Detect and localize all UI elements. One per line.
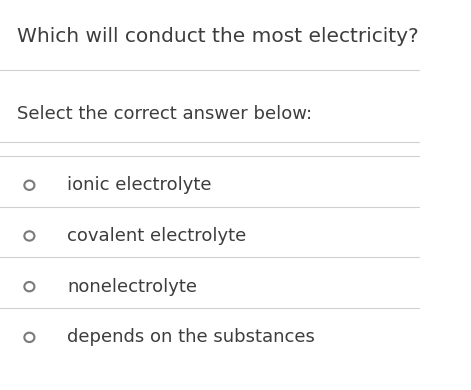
Text: covalent electrolyte: covalent electrolyte bbox=[67, 227, 246, 245]
Text: depends on the substances: depends on the substances bbox=[67, 328, 315, 346]
Text: ionic electrolyte: ionic electrolyte bbox=[67, 176, 211, 194]
Text: Which will conduct the most electricity?: Which will conduct the most electricity? bbox=[17, 27, 418, 46]
Text: nonelectrolyte: nonelectrolyte bbox=[67, 278, 197, 296]
Text: Select the correct answer below:: Select the correct answer below: bbox=[17, 105, 312, 123]
